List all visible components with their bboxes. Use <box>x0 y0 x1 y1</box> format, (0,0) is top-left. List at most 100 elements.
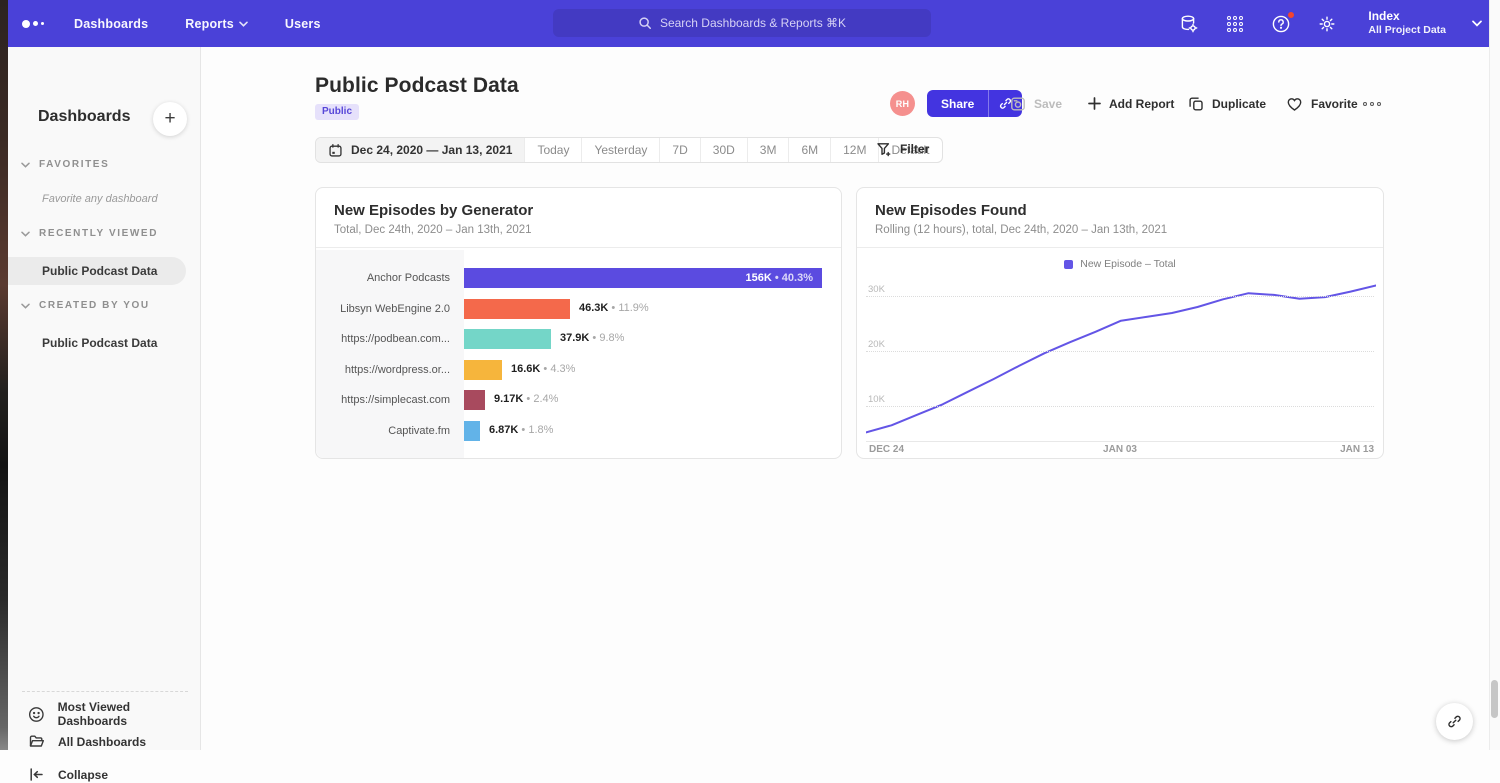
nav-item-reports[interactable]: Reports <box>185 17 248 31</box>
calendar-icon <box>328 143 343 158</box>
duplicate-icon <box>1188 96 1204 112</box>
card-subtitle: Total, Dec 24th, 2020 – Jan 13th, 2021 <box>334 224 823 236</box>
bar-category-label: https://simplecast.com <box>316 394 464 406</box>
section-recently-viewed[interactable]: RECENTLY VIEWED <box>21 228 158 239</box>
card-title: New Episodes by Generator <box>334 202 823 219</box>
range-yesterday[interactable]: Yesterday <box>581 138 659 162</box>
favorites-hint: Favorite any dashboard <box>42 193 158 205</box>
card-title: New Episodes Found <box>875 202 1365 219</box>
copy-link-floating-button[interactable] <box>1436 703 1473 740</box>
section-created-by-you[interactable]: CREATED BY YOU <box>21 300 150 311</box>
collapse-sidebar-button[interactable]: Collapse <box>28 766 108 783</box>
bar-row: Libsyn WebEngine 2.0 46.3K • 11.9% <box>316 294 841 325</box>
scrollbar-thumb[interactable] <box>1491 680 1498 718</box>
bar-row: https://simplecast.com 9.17K • 2.4% <box>316 385 841 416</box>
bar-rows: Anchor Podcasts 156K • 40.3% Libsyn WebEng… <box>316 263 841 446</box>
settings-gear-icon[interactable] <box>1316 13 1338 35</box>
duplicate-button[interactable]: Duplicate <box>1188 90 1266 117</box>
sidebar-item-public-podcast-data-created[interactable]: Public Podcast Data <box>8 329 186 357</box>
bar-category-label: https://podbean.com... <box>316 333 464 345</box>
project-switcher[interactable]: Index All Project Data <box>1368 9 1482 38</box>
chevron-down-icon <box>239 21 248 27</box>
nav-item-users[interactable]: Users <box>285 17 321 31</box>
data-sources-icon[interactable] <box>1178 13 1200 35</box>
smiley-icon <box>28 706 45 723</box>
bar-row: Anchor Podcasts 156K • 40.3% <box>316 263 841 294</box>
public-badge: Public <box>315 104 359 120</box>
collapse-icon <box>28 766 45 783</box>
bar-category-label: Captivate.fm <box>316 425 464 437</box>
bar-value: 9.17K • 2.4% <box>494 393 558 405</box>
chart-legend: New Episode – Total <box>857 258 1383 270</box>
all-dashboards-button[interactable]: All Dashboards <box>28 733 146 750</box>
range-today[interactable]: Today <box>524 138 581 162</box>
bar <box>464 329 551 349</box>
range-30d[interactable]: 30D <box>700 138 747 162</box>
apps-grid-icon[interactable] <box>1224 13 1246 35</box>
bar <box>464 299 570 319</box>
add-report-button[interactable]: Add Report <box>1088 90 1174 117</box>
x-tick: DEC 24 <box>869 444 904 455</box>
date-range-bar: Dec 24, 2020 — Jan 13, 2021 Today Yester… <box>315 137 943 163</box>
project-name: Index <box>1368 9 1446 25</box>
x-tick: JAN 03 <box>1103 444 1137 455</box>
sidebar: Dashboards + FAVORITES Favorite any dash… <box>8 47 201 750</box>
app-logo[interactable] <box>22 20 48 28</box>
bar-value: 156K • 40.3% <box>746 272 822 284</box>
sidebar-title: Dashboards <box>38 108 130 126</box>
bar-row: https://podbean.com... 37.9K • 9.8% <box>316 324 841 355</box>
y-tick-label: 30K <box>868 284 885 295</box>
add-dashboard-button[interactable]: + <box>153 102 187 136</box>
chevron-down-icon <box>21 162 30 168</box>
gridline: 30K <box>866 296 1374 297</box>
bar-value: 46.3K • 11.9% <box>579 302 649 314</box>
section-favorites[interactable]: FAVORITES <box>21 159 109 170</box>
bar: 156K • 40.3% <box>464 268 822 288</box>
heart-icon <box>1286 96 1303 112</box>
search-input[interactable]: Search Dashboards & Reports ⌘K <box>553 9 931 37</box>
chevron-down-icon <box>1472 20 1482 27</box>
gridline: 10K <box>866 406 1374 407</box>
date-range-button[interactable]: Dec 24, 2020 — Jan 13, 2021 <box>316 138 524 162</box>
save-button[interactable]: Save <box>1010 90 1062 117</box>
line-plot-area: 10K 20K 30K <box>866 275 1374 442</box>
folder-icon <box>28 733 45 750</box>
desktop-background-strip <box>0 0 8 750</box>
bar-value: 6.87K • 1.8% <box>489 424 553 436</box>
legend-swatch <box>1064 260 1073 269</box>
share-button[interactable]: Share <box>927 90 1022 117</box>
favorite-button[interactable]: Favorite <box>1286 90 1358 117</box>
nav-item-dashboards[interactable]: Dashboards <box>74 17 148 31</box>
range-6m[interactable]: 6M <box>788 138 830 162</box>
y-tick-label: 10K <box>868 394 885 405</box>
scrollbar-track[interactable] <box>1489 0 1500 750</box>
filter-button[interactable]: Filter <box>876 141 929 157</box>
chevron-down-icon <box>21 231 30 237</box>
search-placeholder: Search Dashboards & Reports ⌘K <box>660 16 846 30</box>
bar-category-label: https://wordpress.or... <box>316 364 464 376</box>
save-icon <box>1010 96 1026 112</box>
range-7d[interactable]: 7D <box>659 138 699 162</box>
card-new-episodes-by-generator: New Episodes by Generator Total, Dec 24t… <box>315 187 842 459</box>
bar-category-label: Anchor Podcasts <box>316 272 464 284</box>
chevron-down-icon <box>21 303 30 309</box>
bar-row: Captivate.fm 6.87K • 1.8% <box>316 416 841 447</box>
card-new-episodes-found: New Episodes Found Rolling (12 hours), t… <box>856 187 1384 459</box>
sidebar-item-public-podcast-data[interactable]: Public Podcast Data <box>8 257 186 285</box>
x-axis-labels: DEC 24 JAN 03 JAN 13 <box>866 444 1374 458</box>
top-nav: Dashboards Reports Users Search Dashboar… <box>8 0 1500 47</box>
filter-funnel-icon <box>876 141 892 157</box>
bar-category-label: Libsyn WebEngine 2.0 <box>316 303 464 315</box>
x-tick: JAN 13 <box>1340 444 1374 455</box>
more-options-button[interactable] <box>1363 90 1381 117</box>
avatar[interactable]: RH <box>890 91 915 116</box>
project-subtitle: All Project Data <box>1368 24 1446 38</box>
range-12m[interactable]: 12M <box>830 138 878 162</box>
most-viewed-dashboards-button[interactable]: Most Viewed Dashboards <box>28 700 200 728</box>
bar-row: https://wordpress.or...16.6K • 4.3% <box>316 355 841 386</box>
help-icon[interactable] <box>1270 13 1292 35</box>
y-tick-label: 20K <box>868 339 885 350</box>
range-3m[interactable]: 3M <box>747 138 789 162</box>
bar-value: 37.9K • 9.8% <box>560 332 624 344</box>
line-series <box>866 275 1376 442</box>
